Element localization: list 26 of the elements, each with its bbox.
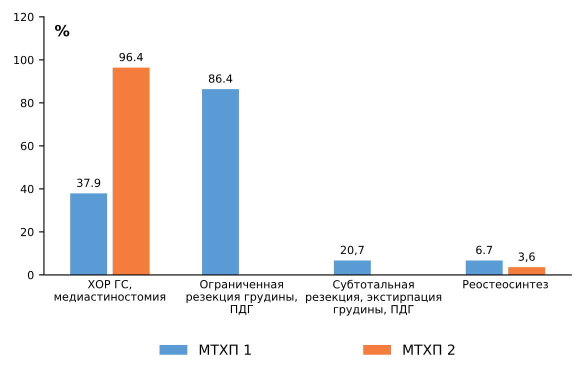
bar <box>202 89 239 275</box>
y-tick-label: 100 <box>14 56 34 64</box>
bar <box>334 260 371 275</box>
data-label: 86.4 <box>208 74 232 83</box>
legend-label: МТХП 2 <box>403 344 454 355</box>
y-tick-label: 120 <box>14 12 34 22</box>
x-tick-label: Субтотальная резекция, экстирпация грудины, ПДГ <box>306 280 442 316</box>
x-tick-label: Реостеосинтез <box>463 280 548 288</box>
y-tick-label: 60 <box>20 142 34 150</box>
bar <box>70 193 108 275</box>
y-tick-label: 0 <box>28 270 34 280</box>
bar <box>508 267 546 275</box>
data-label: 96.4 <box>119 52 143 62</box>
y-tick-label: 80 <box>20 98 34 108</box>
bar <box>112 68 150 275</box>
data-label: 3,6 <box>518 252 535 262</box>
legend-label: МТХП 1 <box>200 344 251 355</box>
annotation: 20,7 <box>340 246 364 256</box>
y-axis-title: % <box>54 24 70 36</box>
data-label: 6.7 <box>476 246 492 254</box>
x-tick-label: Ограниченная резекция грудины, ПДГ <box>186 280 297 315</box>
y-tick-label: 20 <box>20 228 34 236</box>
x-tick-label: ХОР ГС, медиастиностомия <box>54 280 166 302</box>
data-label: 37.9 <box>77 178 100 188</box>
y-tick-label: 40 <box>20 184 34 194</box>
bar <box>466 260 503 275</box>
